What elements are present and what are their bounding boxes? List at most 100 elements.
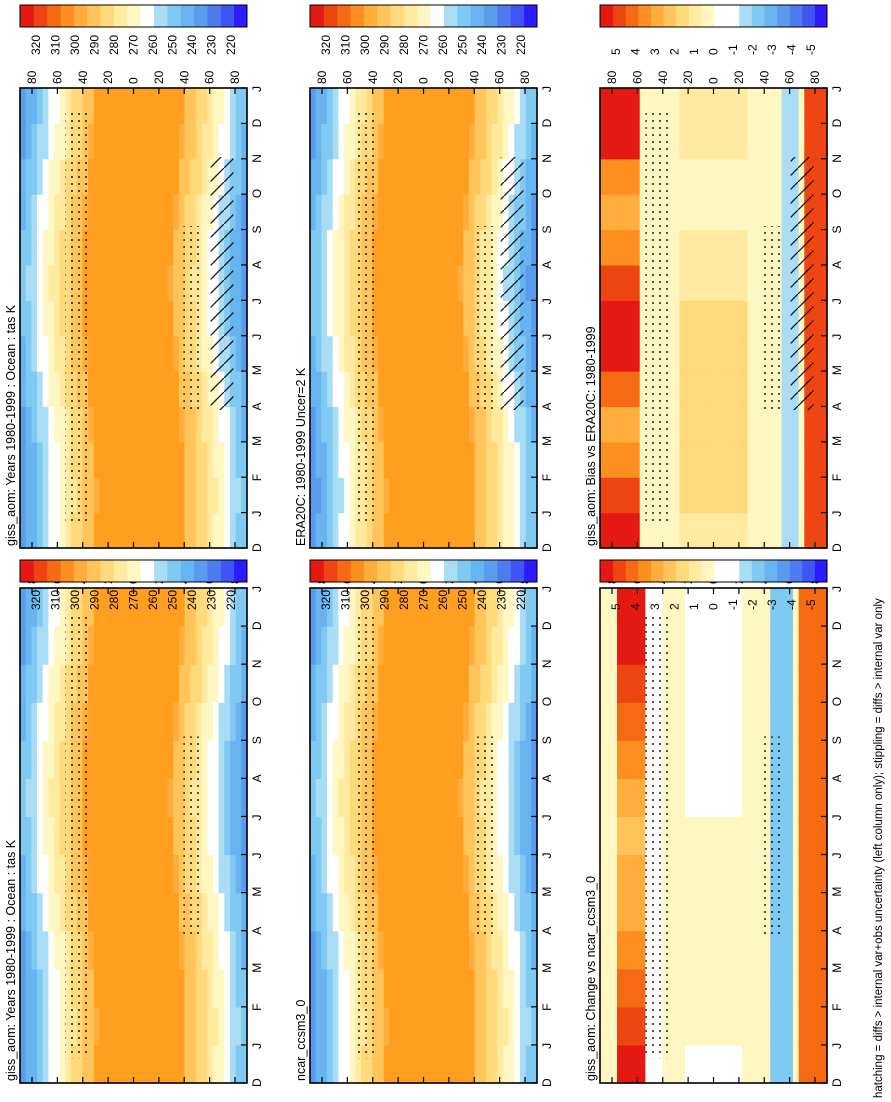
heatmap-cell — [634, 816, 641, 856]
heatmap-cell — [144, 664, 152, 703]
heatmap-cell — [611, 816, 618, 856]
heatmap-cell — [37, 1044, 44, 1084]
heatmap-cell — [685, 123, 692, 160]
heatmap-cell — [451, 892, 459, 932]
heatmap-cell — [514, 441, 521, 478]
heatmap-cell — [463, 406, 470, 443]
heatmap-cell — [781, 194, 788, 231]
heatmap-cell — [344, 702, 351, 741]
heatmap-cell — [440, 1044, 447, 1084]
heatmap-cell — [775, 968, 783, 1008]
heatmap-cell — [440, 588, 447, 627]
heatmap-cell — [724, 264, 732, 301]
heatmap-cell — [173, 702, 180, 741]
heatmap-cell — [673, 816, 681, 856]
heatmap-cell — [127, 158, 135, 195]
colorbar-swatch — [416, 560, 431, 582]
heatmap-cell — [412, 194, 419, 231]
heatmap-cell — [707, 588, 715, 627]
heatmap-cell — [76, 512, 84, 549]
heatmap-cell — [25, 194, 32, 231]
heatmap-cell — [770, 477, 777, 514]
heatmap-cell — [241, 626, 248, 665]
heatmap-cell — [429, 626, 436, 665]
heatmap-cell — [383, 371, 391, 408]
heatmap-cell — [389, 264, 396, 301]
heatmap-cell — [25, 702, 32, 741]
heatmap-cell — [315, 968, 322, 1008]
heatmap-cell — [514, 406, 521, 443]
heatmap-cell — [611, 194, 618, 231]
heatmap-cell — [491, 854, 498, 894]
heatmap-cell — [508, 477, 515, 514]
heatmap-cell — [634, 123, 641, 160]
month-tick-label: J — [250, 814, 264, 820]
heatmap-cell — [605, 968, 612, 1008]
heatmap-cell — [497, 229, 504, 266]
heatmap-cell — [730, 930, 737, 970]
heatmap-cell — [463, 229, 470, 266]
heatmap-cell — [31, 371, 38, 408]
heatmap-cell — [93, 477, 101, 514]
heatmap-cell — [719, 930, 726, 970]
heatmap-cell — [485, 158, 493, 195]
heatmap-cell — [48, 406, 55, 443]
heatmap-cell — [37, 512, 44, 549]
heatmap-cell — [378, 229, 385, 266]
heatmap-cell — [315, 664, 322, 703]
heatmap-cell — [719, 968, 726, 1008]
heatmap-cell — [724, 441, 732, 478]
heatmap-cell — [673, 335, 681, 372]
heatmap-cell — [434, 854, 442, 894]
heatmap-cell — [133, 371, 140, 408]
colorbar-swatch — [126, 560, 141, 582]
heatmap-cell — [406, 406, 413, 443]
heatmap-cell — [622, 740, 629, 779]
heatmap-cell — [634, 335, 641, 372]
heatmap-cell — [792, 702, 800, 741]
heatmap-cell — [741, 229, 749, 266]
heatmap-cell — [730, 158, 737, 195]
heatmap-cell — [42, 371, 49, 408]
heatmap-cell — [741, 335, 749, 372]
heatmap-cell — [747, 88, 754, 124]
heatmap-cell — [88, 854, 95, 894]
heatmap-cell — [37, 778, 44, 818]
heatmap-cell — [713, 664, 720, 703]
heatmap-cell — [37, 229, 44, 266]
heatmap-cell — [139, 264, 146, 301]
heatmap-cell — [741, 1044, 749, 1084]
heatmap-cell — [531, 626, 538, 665]
colorbar-tick-label: 5 — [609, 48, 623, 55]
heatmap-cell — [639, 123, 646, 160]
lat-tick-label: 80 — [605, 70, 619, 84]
heatmap-cell — [389, 441, 396, 478]
heatmap-cell — [20, 702, 27, 741]
heatmap-cell — [224, 892, 231, 932]
heatmap-cell — [679, 702, 686, 741]
heatmap-cell — [173, 816, 180, 856]
colorbar-tick-label: -4 — [785, 599, 799, 610]
heatmap-cell — [241, 702, 248, 741]
heatmap-cell — [338, 335, 345, 372]
heatmap-cell — [525, 778, 532, 818]
colorbar-tick-label: -2 — [746, 599, 760, 610]
heatmap-cell — [156, 968, 163, 1008]
heatmap-cell — [321, 477, 328, 514]
heatmap-cell — [235, 194, 242, 231]
heatmap-cell — [207, 740, 214, 779]
heatmap-cell — [48, 702, 55, 741]
heatmap-cell — [122, 264, 129, 301]
heatmap-cell — [31, 512, 38, 549]
heatmap-cell — [446, 335, 453, 372]
heatmap-cell — [468, 778, 476, 818]
heatmap-cell — [429, 1006, 436, 1046]
heatmap-cell — [463, 854, 470, 894]
heatmap-cell — [702, 406, 709, 443]
lat-tick-label: 20 — [152, 70, 166, 84]
month-tick-label: M — [250, 436, 264, 446]
heatmap-cell — [741, 626, 749, 665]
heatmap-cell — [241, 1006, 248, 1046]
heatmap-cell — [93, 229, 101, 266]
heatmap-cell — [99, 229, 106, 266]
